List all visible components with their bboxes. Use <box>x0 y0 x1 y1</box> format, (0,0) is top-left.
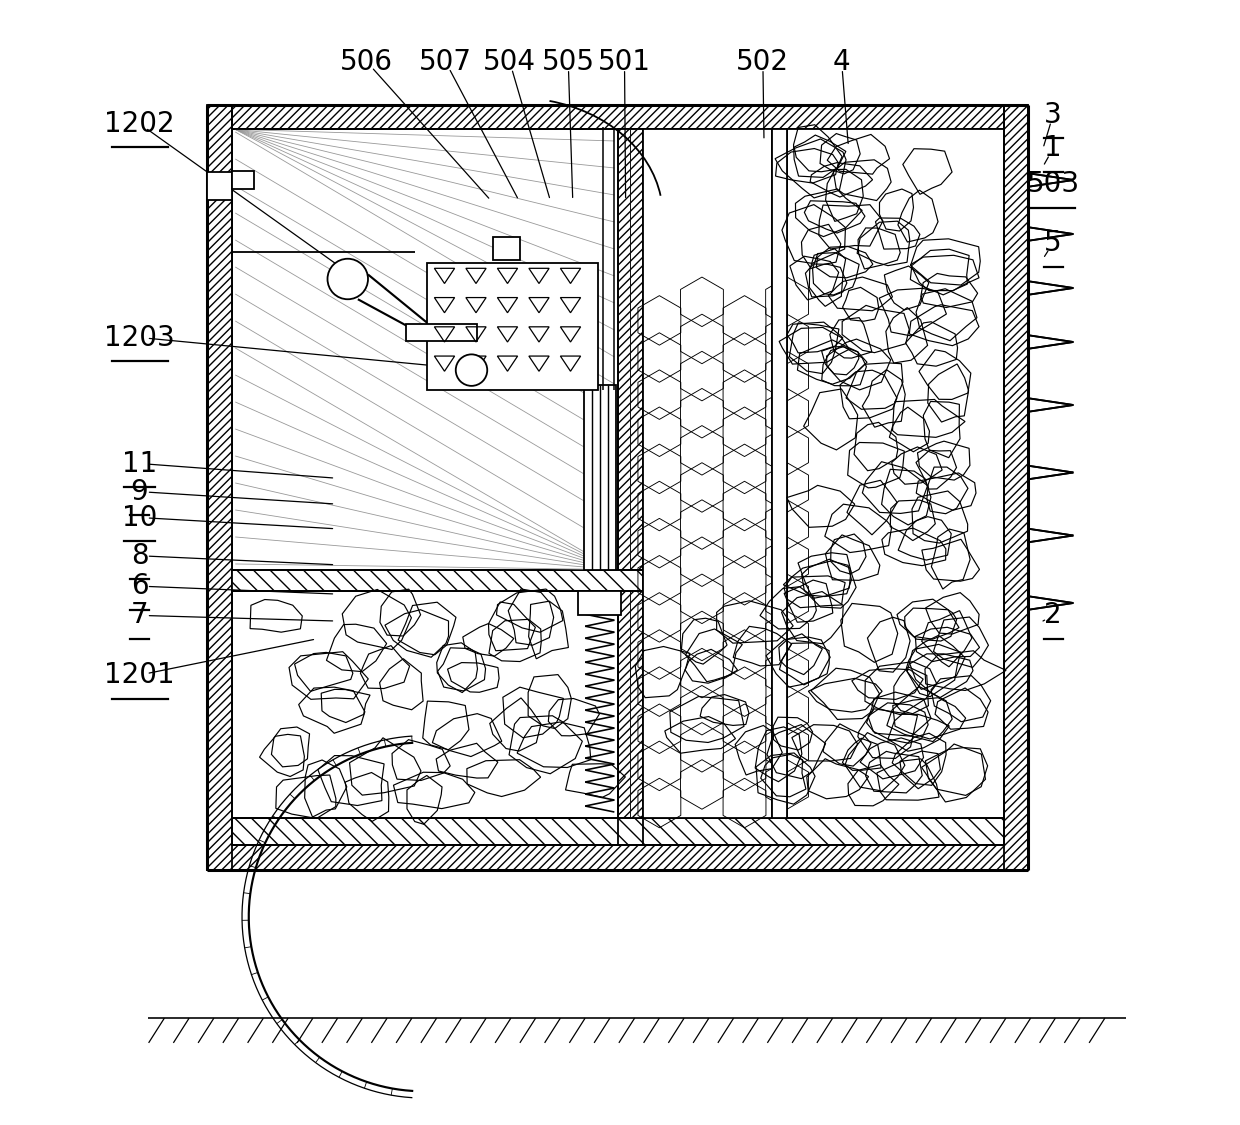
Text: 507: 507 <box>419 48 472 75</box>
Circle shape <box>456 354 487 386</box>
Text: 11: 11 <box>122 450 157 477</box>
Bar <box>427 263 598 390</box>
Bar <box>642 129 771 818</box>
Bar <box>786 129 1003 818</box>
Bar <box>1003 105 1028 870</box>
Bar <box>232 105 1003 129</box>
Bar <box>771 129 786 818</box>
Text: 503: 503 <box>1027 171 1080 198</box>
Bar <box>232 591 618 818</box>
Bar <box>207 172 232 200</box>
Text: 505: 505 <box>542 48 595 75</box>
Bar <box>618 129 642 845</box>
Bar <box>232 818 1003 845</box>
Text: 1: 1 <box>1044 135 1061 162</box>
Bar <box>407 324 477 341</box>
Bar <box>207 105 232 870</box>
Bar <box>578 591 621 615</box>
Text: 1201: 1201 <box>104 662 175 688</box>
Bar <box>232 171 254 189</box>
Text: 5: 5 <box>1044 229 1061 256</box>
Text: 4: 4 <box>833 48 851 75</box>
Bar <box>630 129 642 818</box>
Text: 506: 506 <box>340 48 393 75</box>
Circle shape <box>327 259 368 299</box>
Text: 501: 501 <box>598 48 651 75</box>
Text: 9: 9 <box>130 478 149 505</box>
Text: 1203: 1203 <box>104 324 175 351</box>
Text: 2: 2 <box>1044 602 1061 629</box>
Text: 10: 10 <box>122 504 157 531</box>
Text: 6: 6 <box>130 573 149 600</box>
Text: 504: 504 <box>484 48 536 75</box>
Text: 502: 502 <box>737 48 790 75</box>
Text: 1202: 1202 <box>104 110 175 137</box>
Bar <box>492 237 520 260</box>
Bar <box>584 385 615 569</box>
Text: 8: 8 <box>130 542 149 569</box>
Bar <box>232 569 642 591</box>
Bar <box>207 845 1028 870</box>
Text: 3: 3 <box>1044 101 1061 128</box>
Bar <box>234 129 618 569</box>
Text: 7: 7 <box>130 602 149 629</box>
